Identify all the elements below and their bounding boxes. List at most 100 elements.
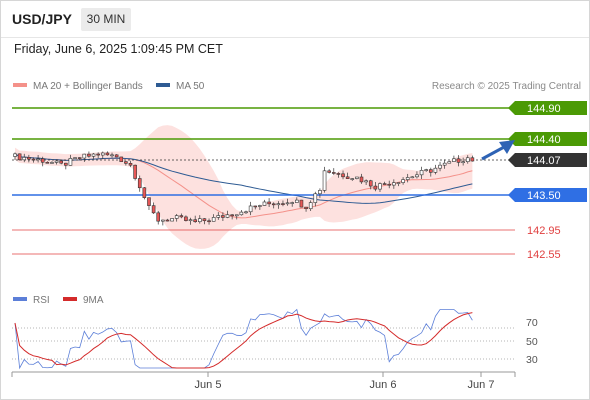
- candle-body: [207, 220, 211, 223]
- candle-body: [401, 179, 405, 183]
- candle-body: [133, 164, 137, 179]
- level-value: 143.50: [527, 190, 561, 202]
- header-divider: [1, 37, 589, 38]
- rsi-line: [14, 308, 473, 370]
- candle-body: [359, 176, 364, 183]
- chart-datetime: Friday, June 6, 2025 1:09:45 PM CET: [14, 42, 223, 56]
- candle-body: [225, 214, 230, 218]
- candle-body: [193, 219, 197, 223]
- level-label-box-0: [515, 101, 587, 115]
- candle-body: [382, 183, 387, 185]
- research-credit: Research © 2025 Trading Central: [431, 81, 581, 92]
- candle-body: [258, 205, 262, 207]
- candle-body: [221, 215, 225, 218]
- timeframe-button[interactable]: 30 MIN: [81, 8, 131, 31]
- x-tick-label: Jun 6: [370, 379, 397, 391]
- candle-body: [373, 185, 378, 190]
- rsi-scale-30: 30: [526, 354, 538, 366]
- candle-body: [327, 170, 331, 173]
- forecast-arrow: [481, 140, 515, 161]
- candle-body: [341, 173, 345, 178]
- candle-body: [424, 169, 428, 171]
- candle-body: [442, 162, 447, 166]
- rsi-scale-50: 50: [526, 336, 538, 348]
- level-label-pointer-2: [508, 153, 515, 167]
- candle-body: [198, 218, 202, 223]
- candle-body: [253, 205, 258, 208]
- candle-body: [378, 183, 382, 190]
- level-value: 144.90: [527, 103, 561, 115]
- candle-body: [31, 158, 36, 161]
- candle-body: [452, 158, 456, 162]
- candle-body: [322, 170, 327, 191]
- candle-body: [87, 153, 91, 157]
- level-label-pointer-0: [508, 101, 515, 115]
- candle-body: [396, 182, 401, 184]
- legend-ma50-label: MA 50: [176, 81, 205, 92]
- support-resistance-levels: 144.90 144.40 144.07 143.50 142.95 142.55: [12, 101, 587, 261]
- candle-body: [68, 158, 73, 166]
- candle-body: [304, 206, 308, 210]
- bollinger-band-fill: [15, 125, 473, 249]
- candle-body: [124, 161, 128, 164]
- level-value: 142.95: [527, 225, 561, 237]
- level-label-box-2: [515, 153, 587, 167]
- candle-body: [428, 169, 433, 173]
- candle-body: [188, 219, 193, 222]
- candle-body: [82, 153, 87, 159]
- candle-body: [350, 178, 355, 180]
- candle-body: [27, 157, 31, 160]
- rsi-ma-legend-label: 9MA: [83, 295, 104, 306]
- ma20-swatch-icon: [13, 83, 27, 88]
- level-label-pointer-3: [508, 188, 515, 202]
- candle-body: [276, 203, 281, 206]
- candle-body: [13, 153, 17, 157]
- candle-body: [299, 199, 304, 208]
- candle-body: [433, 167, 438, 173]
- candle-body: [290, 202, 295, 204]
- level-label-box-3: [515, 188, 587, 202]
- candle-body: [202, 218, 207, 222]
- candle-body: [285, 202, 290, 205]
- candle-body: [318, 190, 322, 195]
- candle-body: [36, 158, 40, 161]
- candle-body: [336, 173, 341, 175]
- candle-body: [262, 201, 267, 206]
- candle-body: [419, 170, 424, 176]
- candle-body: [244, 211, 248, 214]
- candle-body: [110, 154, 114, 157]
- candle-body: [73, 157, 77, 159]
- candle-body: [211, 217, 216, 222]
- forecast-arrow-head: [499, 140, 515, 154]
- candle-body: [368, 180, 373, 187]
- candle-body: [405, 177, 410, 180]
- candle-body: [331, 172, 336, 174]
- candle-body: [184, 216, 188, 221]
- moving-averages: [14, 153, 473, 219]
- rsi-ma-line: [14, 312, 473, 369]
- candle-body: [392, 182, 396, 186]
- candle-body: [281, 203, 285, 205]
- candle-body: [470, 157, 475, 162]
- bollinger-band: [15, 125, 473, 249]
- candle-body: [461, 161, 465, 164]
- candle-body: [313, 193, 318, 203]
- rsi-legend-label: RSI: [33, 295, 50, 306]
- candle-body: [128, 163, 133, 166]
- level-value: 144.07: [527, 155, 561, 167]
- candle-body: [59, 160, 64, 164]
- candle-body: [456, 158, 461, 163]
- legend-ma20-label: MA 20 + Bollinger Bands: [33, 81, 143, 92]
- symbol-title: USD/JPY: [12, 11, 72, 27]
- candle-body: [308, 202, 313, 210]
- ma50-swatch-icon: [156, 83, 170, 88]
- candle-body: [239, 211, 244, 216]
- candle-body: [137, 178, 142, 189]
- candles: [13, 151, 475, 226]
- candle-body: [295, 199, 299, 203]
- candle-body: [364, 180, 368, 183]
- candle-body: [105, 152, 110, 156]
- candle-body: [22, 157, 27, 161]
